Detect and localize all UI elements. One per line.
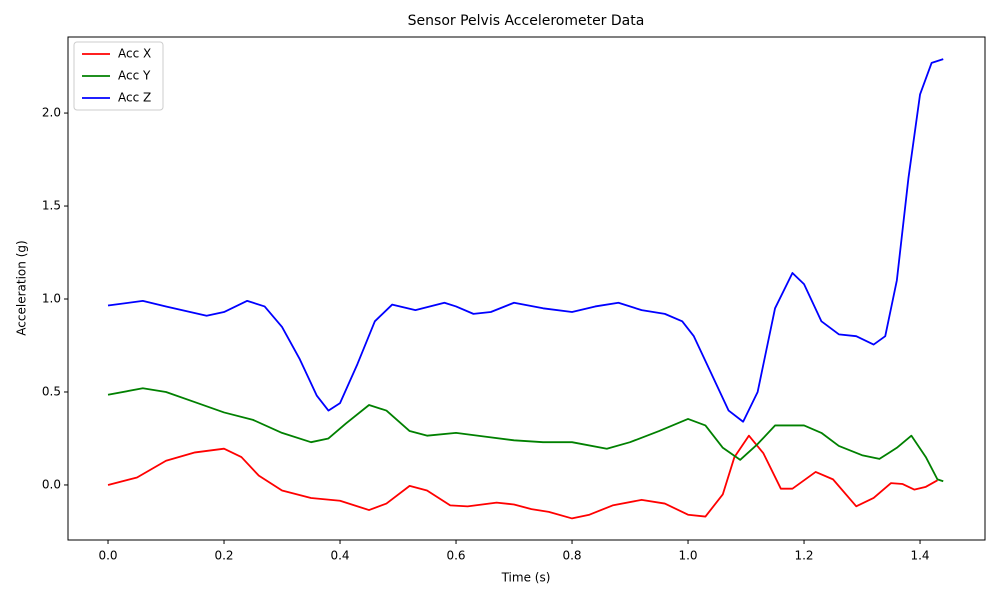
x-axis-label: Time (s)	[501, 571, 551, 585]
x-tick-label: 1.2	[794, 549, 813, 563]
series-line	[107, 58, 944, 423]
x-tick-label: 0.4	[330, 549, 349, 563]
series-line	[107, 387, 944, 483]
chart-title: Sensor Pelvis Accelerometer Data	[408, 13, 645, 29]
x-tick-label: 1.4	[910, 549, 929, 563]
x-tick-label: 0.8	[562, 549, 581, 563]
y-tick-label: 1.5	[42, 199, 61, 213]
legend-label: Acc X	[118, 47, 151, 61]
y-tick-label: 0.0	[42, 477, 61, 491]
plot-frame	[67, 36, 986, 541]
legend-label: Acc Y	[118, 69, 151, 83]
x-tick-label: 1.0	[678, 549, 697, 563]
legend-box	[73, 41, 164, 111]
y-tick-label: 0.5	[42, 384, 61, 398]
x-tick-label: 0.0	[98, 549, 117, 563]
x-tick-label: 0.6	[446, 549, 465, 563]
series-line	[107, 434, 938, 520]
x-tick-label: 0.2	[214, 549, 233, 563]
y-tick-label: 1.0	[42, 292, 61, 306]
legend-label: Acc Z	[118, 91, 151, 105]
y-tick-label: 2.0	[42, 106, 61, 120]
y-axis-label: Acceleration (g)	[15, 240, 29, 335]
